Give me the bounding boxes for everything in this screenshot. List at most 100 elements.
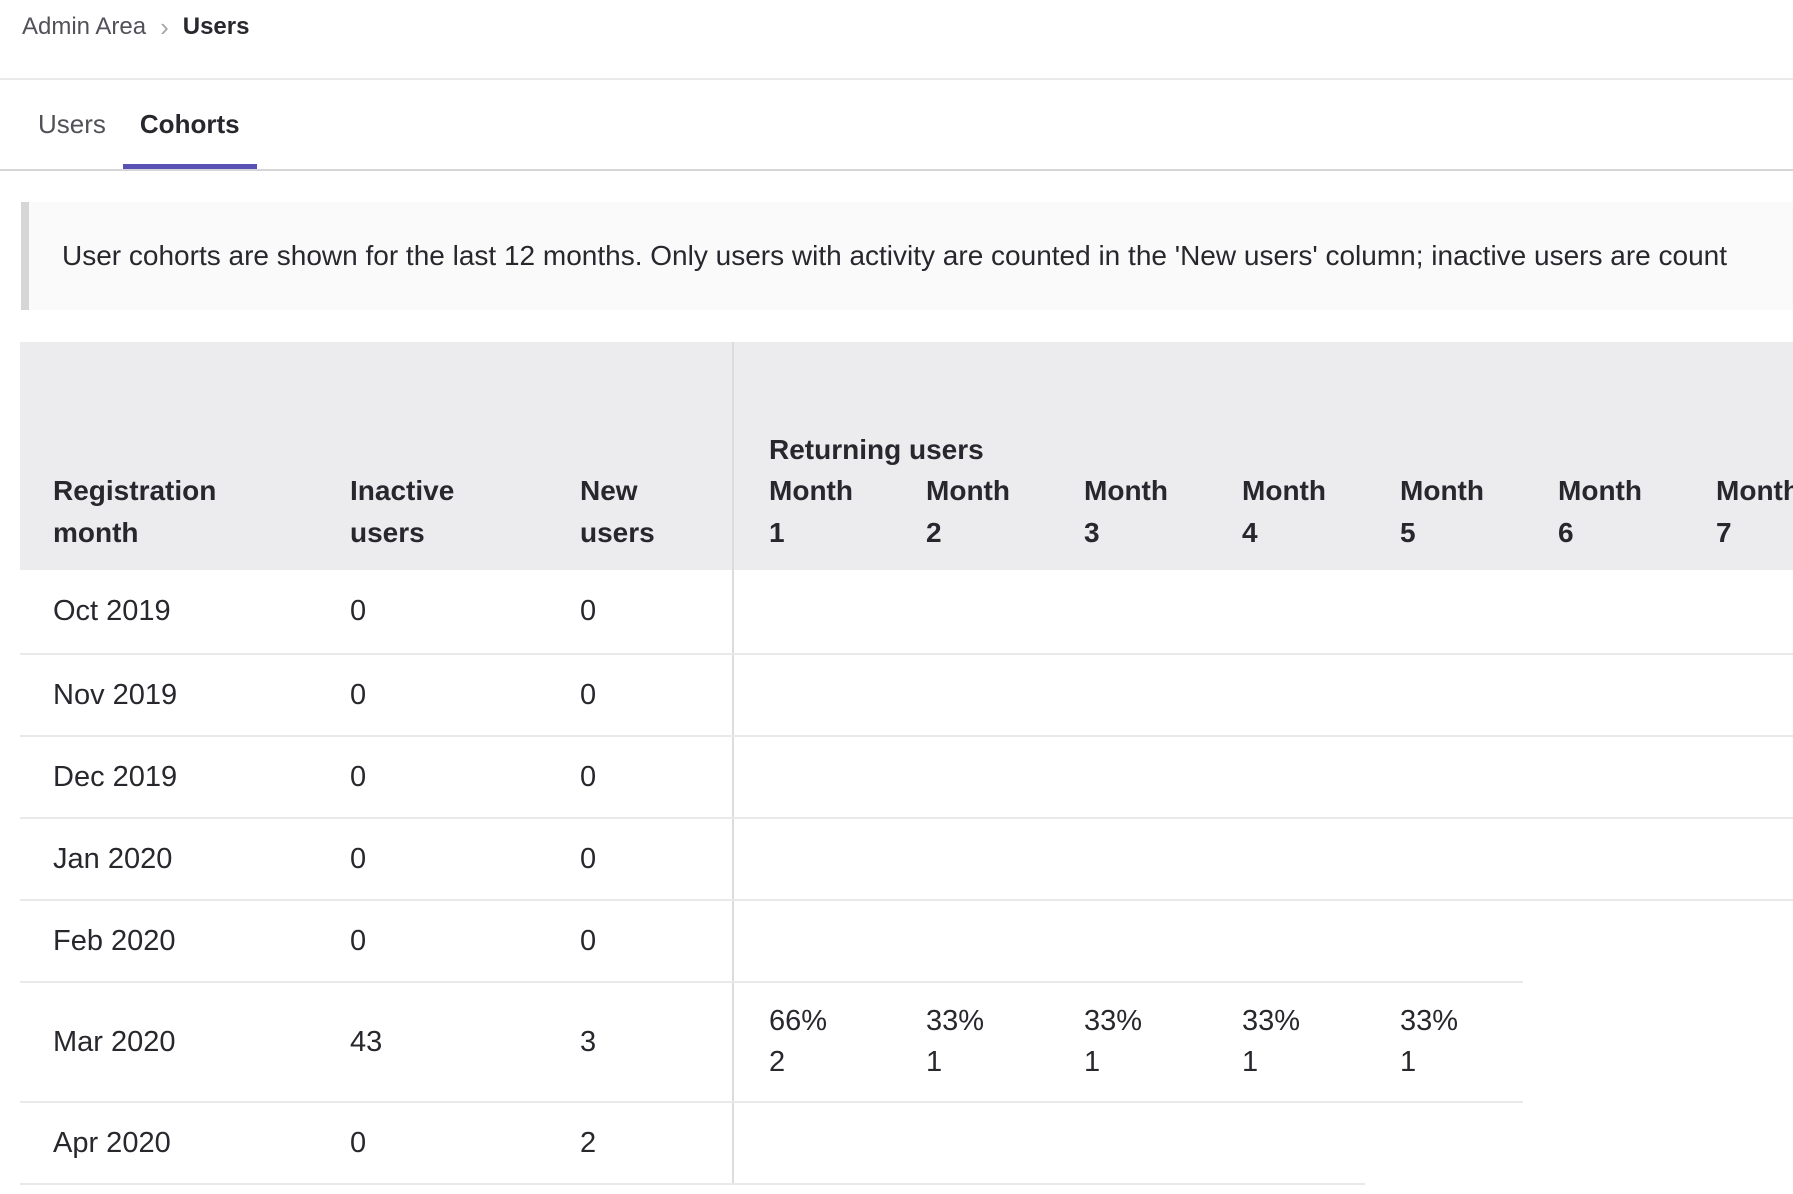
cell-registration-month: Feb 2020 [20,900,317,983]
cell-month-6 [1523,654,1682,737]
cell-month-2 [891,654,1050,737]
breadcrumb-link-admin-area[interactable]: Admin Area [22,13,147,40]
cell-month-6 [1523,818,1682,901]
cell-new-users: 0 [547,654,734,737]
cell-registration-month: Dec 2019 [20,736,317,819]
cell-month-4 [1207,900,1366,983]
cell-month-1 [732,570,892,655]
cell-month-2 [891,1102,1050,1185]
cell-inactive-users: 0 [317,736,547,819]
cell-month-2 [891,818,1050,901]
cell-month-3 [1049,1102,1208,1185]
cell-month-7 [1681,654,1793,737]
cell-month-4 [1207,736,1366,819]
cell-month-3 [1049,570,1208,655]
cell-month-5 [1365,570,1524,655]
cell-registration-month: Nov 2019 [20,654,317,737]
column-header-month-2: Month 2 [891,470,1050,570]
cell-month-5 [1365,654,1524,737]
cohorts-table-body: Oct 2019 0 0 Nov 2019 0 0 Dec 2019 0 0 Jan 2020 0 0… [20,570,1793,1185]
cell-month-6 [1523,1102,1682,1184]
cell-month-7 [1681,736,1793,819]
cell-month-1: 66% 2 [732,982,892,1103]
cell-inactive-users: 0 [317,654,547,737]
breadcrumb-chevron-icon: › [160,12,169,42]
cell-new-users: 0 [547,900,734,983]
column-header-inactive-users: Inactive users [317,470,547,570]
table-row: Dec 2019 0 0 [20,736,1793,819]
cell-month-4 [1207,818,1366,901]
group-header-spacer [20,342,734,470]
cell-month-5 [1365,900,1524,983]
cohorts-table-header: Returning users Registration month Inact… [20,342,1793,570]
cell-month-1 [732,900,892,983]
cell-registration-month: Apr 2020 [20,1102,317,1185]
cell-month-3: 33% 1 [1049,982,1208,1103]
cell-month-2: 33% 1 [891,982,1050,1103]
cell-month-2 [891,570,1050,655]
cell-month-7 [1681,818,1793,901]
table-row: Feb 2020 0 0 [20,900,1793,983]
cell-month-3 [1049,818,1208,901]
tab-users[interactable]: Users [38,109,106,139]
cell-registration-month: Mar 2020 [20,982,317,1103]
cell-month-5 [1365,1102,1524,1184]
column-header-new-users: New users [547,470,734,570]
cell-month-6 [1523,570,1682,655]
cell-new-users: 0 [547,818,734,901]
cell-inactive-users: 0 [317,570,547,655]
column-header-row: Registration month Inactive users New us… [20,470,1793,570]
cell-inactive-users: 0 [317,818,547,901]
cell-month-2 [891,736,1050,819]
cell-month-6 [1523,736,1682,819]
table-row: Oct 2019 0 0 [20,570,1793,655]
cell-month-7 [1681,570,1793,655]
cell-new-users: 0 [547,570,734,655]
column-header-registration-month: Registration month [20,470,317,570]
column-header-month-4: Month 4 [1207,470,1366,570]
cell-month-4 [1207,1102,1366,1185]
column-header-month-7: Month 7 [1681,470,1793,570]
cell-month-1 [732,736,892,819]
cell-inactive-users: 0 [317,900,547,983]
cell-month-5 [1365,736,1524,819]
cell-month-1 [732,1102,892,1185]
cell-month-6 [1523,900,1682,982]
cell-month-7 [1681,1102,1793,1184]
cell-month-2 [891,900,1050,983]
cell-new-users: 2 [547,1102,734,1185]
cohorts-table: Returning users Registration month Inact… [20,342,1793,1185]
cell-month-5 [1365,818,1524,901]
cell-new-users: 3 [547,982,734,1103]
column-header-month-3: Month 3 [1049,470,1208,570]
cell-registration-month: Jan 2020 [20,818,317,901]
cohorts-table-container: Returning users Registration month Inact… [20,342,1793,1185]
cell-month-6 [1523,982,1682,1102]
group-header-returning-users: Returning users [732,342,1793,470]
tab-cohorts[interactable]: Cohorts [122,80,257,169]
cell-registration-month: Oct 2019 [20,570,317,655]
info-banner: User cohorts are shown for the last 12 m… [21,202,1793,310]
cell-month-3 [1049,654,1208,737]
table-row: Jan 2020 0 0 [20,818,1793,901]
cell-month-3 [1049,736,1208,819]
cell-inactive-users: 0 [317,1102,547,1185]
column-header-month-6: Month 6 [1523,470,1682,570]
cell-month-4 [1207,654,1366,737]
column-header-month-1: Month 1 [732,470,892,570]
cell-month-4: 33% 1 [1207,982,1366,1103]
cell-new-users: 0 [547,736,734,819]
info-banner-text: User cohorts are shown for the last 12 m… [62,240,1728,271]
cell-month-3 [1049,900,1208,983]
group-header-row: Returning users [20,342,1793,470]
cell-month-1 [732,654,892,737]
cell-month-7 [1681,900,1793,982]
table-row: Nov 2019 0 0 [20,654,1793,737]
cell-month-7 [1681,982,1793,1102]
cell-month-5: 33% 1 [1365,982,1524,1103]
tab-bar: Users Cohorts [0,80,1793,171]
cell-month-4 [1207,570,1366,655]
breadcrumb: Admin Area › Users [0,0,1793,80]
table-row: Apr 2020 0 2 [20,1102,1793,1185]
cell-month-1 [732,818,892,901]
